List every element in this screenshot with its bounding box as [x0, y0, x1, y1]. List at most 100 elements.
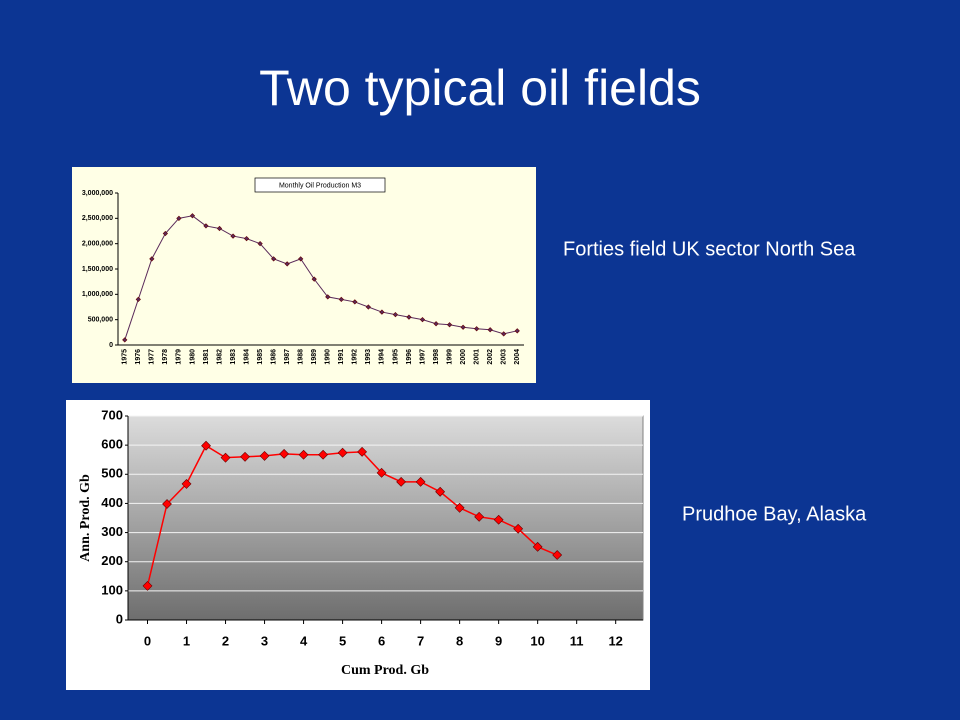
point: [284, 261, 290, 267]
x-tick-label: 2000: [460, 349, 467, 365]
point: [216, 225, 223, 232]
x-tick-label: 2001: [473, 349, 480, 365]
x-tick-label: 1993: [365, 349, 372, 365]
x-tick-label: 8: [456, 633, 463, 648]
x-tick-label: 1: [183, 633, 190, 648]
y-tick-label: 600: [101, 437, 123, 452]
y-tick-label: 1,000,000: [82, 291, 113, 298]
x-tick-label: 1989: [311, 349, 318, 365]
x-tick-label: 1991: [338, 349, 345, 365]
point: [513, 523, 524, 534]
point: [337, 447, 348, 458]
x-tick-label: 1987: [284, 349, 291, 365]
point: [122, 337, 128, 343]
x-tick-label: 1983: [230, 349, 237, 365]
point: [279, 448, 289, 459]
caption: Forties field UK sector North Sea: [563, 238, 856, 260]
y-tick-label: 0: [116, 611, 123, 626]
x-tick-label: 1985: [257, 349, 264, 365]
point: [189, 213, 196, 219]
point: [435, 486, 446, 497]
point: [532, 541, 543, 552]
point: [318, 449, 329, 460]
point: [392, 311, 399, 318]
point: [501, 331, 507, 337]
x-tick-label: 1981: [203, 349, 210, 365]
x-tick-label: 2004: [514, 349, 521, 365]
y-tick-label: 500: [101, 466, 123, 481]
point: [176, 215, 182, 221]
point: [149, 256, 155, 262]
point: [311, 276, 317, 282]
point: [259, 451, 270, 461]
x-tick-label: 1977: [149, 349, 156, 365]
x-tick-label: 11: [570, 633, 584, 648]
point: [230, 233, 236, 239]
point: [240, 451, 250, 462]
x-tick-label: 1996: [406, 349, 413, 365]
x-tick-label: 1979: [176, 349, 183, 365]
x-tick-label: 1980: [189, 349, 196, 365]
y-tick-label: 400: [101, 495, 123, 510]
x-tick-label: 1975: [122, 349, 129, 365]
x-tick-label: 1986: [270, 349, 277, 365]
x-tick-label: 0: [144, 633, 151, 648]
point: [474, 511, 485, 522]
series-line: [146, 444, 558, 587]
y-tick-label: 500,000: [88, 317, 113, 324]
point: [433, 321, 439, 327]
point: [325, 294, 331, 300]
series-line: [124, 215, 518, 341]
x-tick-label: 2003: [501, 349, 508, 365]
x-tick-label: 1992: [352, 349, 359, 365]
point: [446, 322, 453, 328]
point: [271, 256, 277, 262]
point: [454, 502, 465, 513]
caption: Prudhoe Bay, Alaska: [682, 503, 867, 525]
x-tick-label: 5: [339, 633, 346, 648]
point: [135, 296, 141, 303]
point: [298, 449, 309, 460]
x-tick-label: 6: [378, 633, 385, 648]
x-tick-label: 2002: [487, 349, 494, 365]
x-tick-label: 9: [495, 633, 502, 648]
x-axis-title: Cum Prod. Gb: [341, 663, 429, 678]
point: [357, 446, 368, 457]
x-tick-label: 12: [608, 633, 622, 648]
point: [142, 580, 153, 591]
x-tick-label: 3: [261, 633, 268, 648]
point: [181, 478, 192, 489]
point: [298, 256, 304, 262]
point: [487, 327, 493, 333]
point: [243, 235, 250, 242]
point: [396, 476, 407, 487]
y-tick-label: 100: [101, 582, 123, 597]
x-tick-label: 7: [417, 633, 424, 648]
slide-title: Two typical oil fields: [259, 60, 701, 116]
x-tick-label: 1982: [216, 349, 223, 365]
x-tick-label: 4: [300, 633, 308, 648]
point: [514, 328, 520, 334]
point: [419, 317, 426, 323]
x-tick-label: 2: [222, 633, 229, 648]
point: [201, 440, 211, 451]
y-tick-label: 200: [101, 553, 123, 568]
point: [379, 309, 385, 315]
x-tick-label: 1990: [325, 349, 332, 365]
point: [162, 230, 168, 237]
point: [352, 299, 358, 305]
x-tick-label: 1997: [419, 349, 426, 365]
point: [474, 326, 480, 332]
point: [376, 467, 387, 478]
y-axis-title: Ann. Prod. Gb: [78, 474, 93, 562]
point: [220, 452, 231, 463]
x-tick-label: 1984: [243, 349, 250, 365]
legend: [254, 177, 386, 193]
x-tick-label: 1999: [446, 349, 453, 365]
y-tick-label: 1,500,000: [82, 266, 113, 273]
y-tick-label: 2,500,000: [82, 215, 113, 222]
x-tick-label: 1998: [433, 349, 440, 365]
point: [257, 241, 263, 247]
